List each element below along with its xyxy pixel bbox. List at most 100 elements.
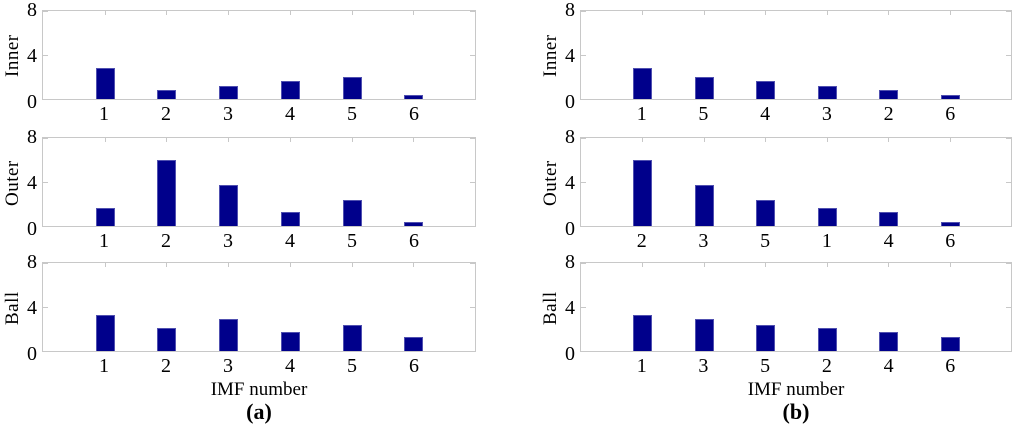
- y-axis-tick: [470, 307, 475, 308]
- x-tick-label: 4: [284, 103, 295, 125]
- imf-bar: [342, 77, 362, 99]
- x-tick-label: 6: [945, 355, 956, 377]
- y-tick-label: 0: [27, 91, 37, 113]
- imf-bar: [342, 199, 362, 226]
- imf-bar: [817, 85, 837, 99]
- y-tick-label: 4: [27, 45, 37, 67]
- y-tick-label: 0: [565, 91, 575, 113]
- x-tick-label: 6: [409, 103, 419, 125]
- x-axis-tick: [949, 11, 951, 15]
- x-tick-label: 1: [98, 355, 109, 377]
- imf-bar: [940, 94, 960, 99]
- imf-bar: [756, 199, 776, 226]
- y-tick-label: 4: [565, 45, 575, 67]
- imf-bar: [817, 208, 837, 226]
- x-axis-tick: [642, 138, 644, 142]
- imf-bar: [404, 94, 424, 99]
- y-tick-label: 8: [565, 126, 575, 148]
- imf-bar: [756, 81, 776, 99]
- imf-bar: [694, 77, 714, 99]
- y-axis-tick: [581, 263, 586, 264]
- y-axis-tick: [1006, 307, 1011, 308]
- imf-bar: [879, 332, 899, 351]
- x-axis-tick: [765, 263, 767, 267]
- x-axis-tick: [166, 263, 168, 267]
- x-axis-tick: [166, 11, 168, 15]
- y-axis-tick-labels: 0 4 8: [0, 0, 37, 112]
- x-axis-tick: [888, 138, 890, 142]
- imf-bar: [280, 211, 300, 226]
- imf-bar: [157, 90, 177, 99]
- x-axis-tick-labels: 1 2 3 4 5 6: [42, 103, 476, 127]
- imf-bar: [940, 221, 960, 226]
- x-axis-tick: [642, 263, 644, 267]
- y-axis-tick: [581, 55, 586, 56]
- x-tick-label: 5: [347, 230, 357, 252]
- imf-bar: [157, 160, 177, 226]
- y-axis-tick-labels: 0 4 8: [512, 252, 575, 364]
- y-axis-tick: [470, 263, 475, 264]
- x-tick-label: 4: [284, 355, 295, 377]
- y-axis-tick: [1006, 55, 1011, 56]
- imf-bar: [940, 336, 960, 351]
- y-tick-label: 0: [565, 218, 575, 240]
- y-axis-tick: [581, 182, 586, 183]
- x-tick-label: 4: [883, 230, 894, 252]
- x-axis-tick-labels: 1 3 5 2 4 6: [580, 355, 1012, 379]
- plot-area: [42, 262, 476, 352]
- x-tick-label: 3: [223, 355, 233, 377]
- imf-bar: [219, 85, 239, 99]
- x-axis-tick-labels: 1 5 4 3 2 6: [580, 103, 1012, 127]
- imf-bar: [694, 319, 714, 351]
- x-axis-tick: [413, 138, 415, 142]
- y-axis-tick-labels: 0 4 8: [0, 127, 37, 239]
- imf-bar: [219, 319, 239, 351]
- x-tick-label: 1: [98, 103, 109, 125]
- y-axis-tick: [43, 138, 48, 139]
- x-tick-label: 1: [98, 230, 109, 252]
- x-axis-label: IMF number: [747, 379, 845, 400]
- imf-bar: [280, 81, 300, 99]
- x-axis-tick: [289, 11, 291, 15]
- imf-bar: [694, 185, 714, 226]
- x-tick-label: 5: [760, 355, 771, 377]
- x-tick-label: 1: [636, 355, 647, 377]
- x-axis-tick: [104, 138, 106, 142]
- x-axis-tick: [166, 138, 168, 142]
- y-axis-tick-labels: 0 4 8: [512, 127, 575, 239]
- y-axis-tick: [470, 55, 475, 56]
- x-tick-label: 5: [347, 103, 357, 125]
- x-tick-label: 6: [945, 103, 956, 125]
- y-tick-label: 8: [27, 251, 37, 273]
- x-axis-tick: [351, 263, 353, 267]
- y-tick-label: 0: [27, 218, 37, 240]
- y-tick-label: 8: [27, 0, 37, 21]
- x-tick-label: 3: [698, 230, 709, 252]
- y-axis-tick: [470, 182, 475, 183]
- imf-bar: [633, 160, 653, 226]
- plot-area: [580, 137, 1012, 227]
- x-axis-tick: [888, 11, 890, 15]
- x-axis-tick: [351, 11, 353, 15]
- y-axis-tick: [43, 307, 48, 308]
- y-tick-label: 8: [565, 251, 575, 273]
- y-axis-tick-labels: 0 4 8: [512, 0, 575, 112]
- x-tick-label: 4: [284, 230, 295, 252]
- x-tick-label: 2: [821, 355, 832, 377]
- x-tick-label: 2: [160, 355, 171, 377]
- x-tick-label: 6: [945, 230, 956, 252]
- imf-bar: [633, 314, 653, 351]
- imf-bar: [95, 68, 115, 99]
- y-axis-tick: [581, 138, 586, 139]
- panel-caption-b: (b): [782, 399, 810, 424]
- imf-bar: [219, 185, 239, 226]
- y-tick-label: 8: [565, 0, 575, 21]
- panel-caption-a: (a): [246, 399, 272, 424]
- x-axis-tick: [826, 263, 828, 267]
- imf-bar: [817, 327, 837, 351]
